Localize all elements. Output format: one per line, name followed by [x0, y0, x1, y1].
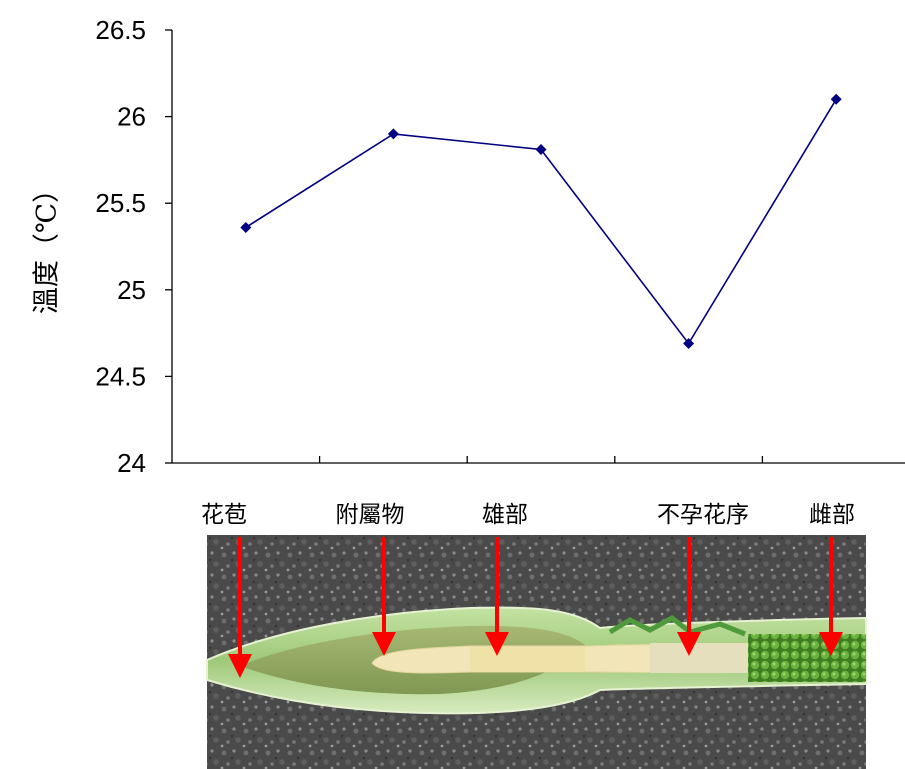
plant-photo — [206, 535, 867, 769]
y-tick-labels: 24 24.5 25 25.5 26 26.5 — [95, 15, 146, 478]
female-flowers — [748, 634, 866, 682]
sterile-flowers — [650, 643, 750, 673]
arrow-head — [677, 632, 701, 656]
arrow-head — [372, 632, 396, 656]
arrow-head — [228, 654, 252, 678]
y-tick-label: 25 — [117, 275, 146, 305]
y-tick-label: 24 — [117, 448, 146, 478]
category-label: 不孕花序 — [657, 502, 749, 528]
category-label: 雄部 — [482, 502, 528, 528]
arrow-head — [485, 632, 509, 656]
annotation-arrows — [228, 537, 843, 678]
series-line-path — [245, 98, 837, 345]
data-point — [535, 144, 547, 156]
y-tick-label: 24.5 — [95, 361, 146, 391]
data-point — [683, 337, 695, 349]
series-line — [240, 93, 842, 349]
category-label: 雌部 — [809, 502, 855, 528]
data-point — [240, 221, 252, 233]
data-point — [830, 93, 842, 105]
y-tick-label: 25.5 — [95, 188, 146, 218]
data-point — [387, 128, 399, 140]
y-tick-label: 26.5 — [95, 15, 146, 45]
axes — [165, 29, 905, 464]
category-labels: 花苞 附屬物 雄部 不孕花序 雌部 — [201, 502, 855, 528]
y-axis-label: 溫度（℃） — [32, 176, 63, 314]
leaf-fragments — [608, 615, 746, 637]
category-label: 花苞 — [201, 502, 247, 528]
arrow-head — [819, 632, 843, 656]
category-label: 附屬物 — [336, 502, 405, 528]
male-flowers — [470, 647, 585, 672]
y-tick-label: 26 — [117, 102, 146, 132]
